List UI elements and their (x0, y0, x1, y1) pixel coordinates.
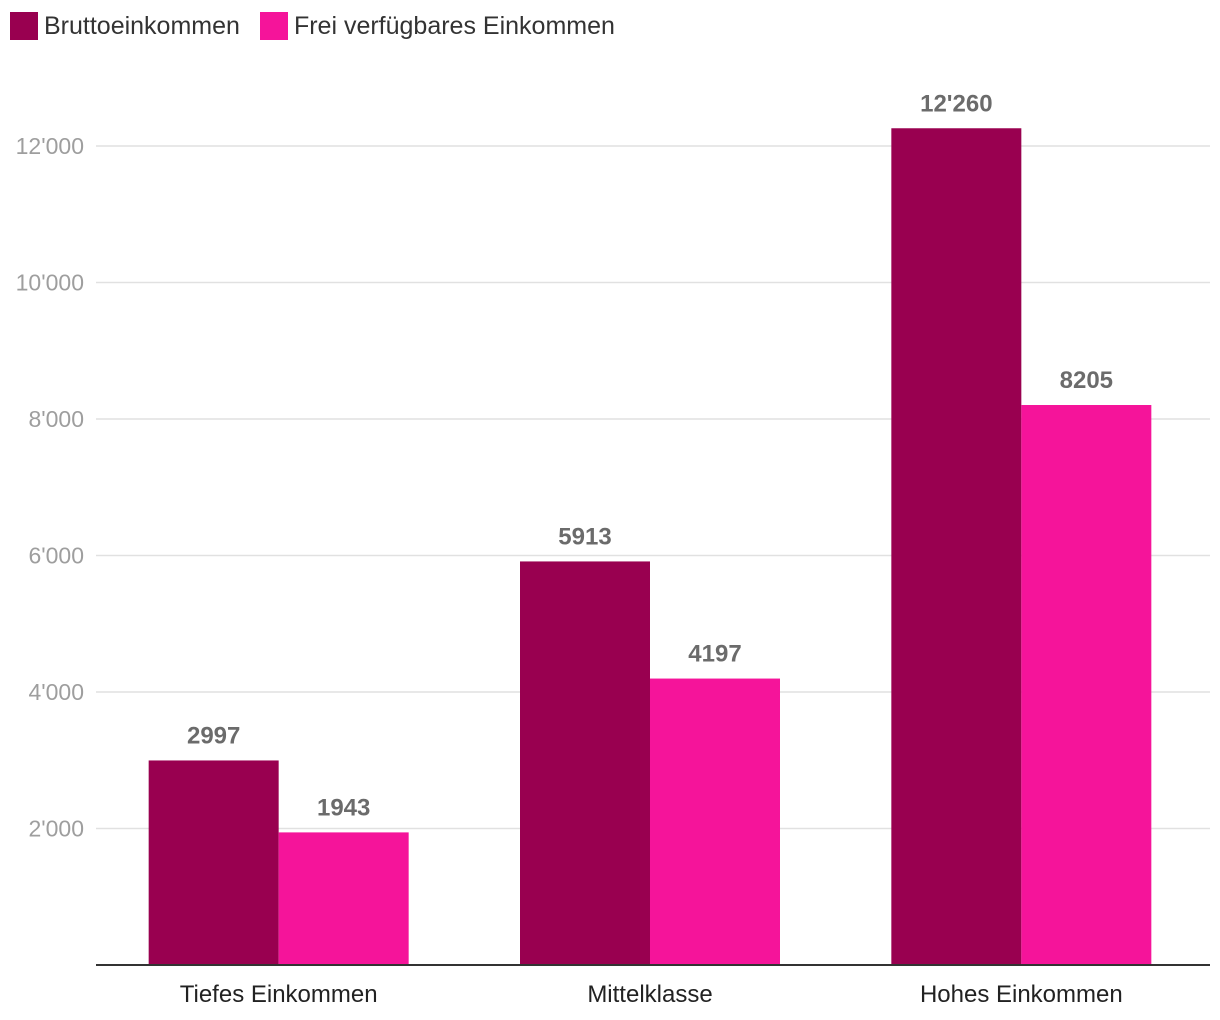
bar-frei-verf-gbares-einkommen-mittelklasse (650, 678, 780, 965)
data-label-frei-verf-gbares-einkommen-mittelklasse: 4197 (688, 641, 741, 668)
y-axis: 2'000 4'000 6'000 8'000 10'000 12'000 (16, 133, 84, 842)
x-tick-label-mittelklasse: Mittelklasse (587, 981, 712, 1008)
legend-item-frei: Frei verfügbares Einkommen (259, 11, 615, 41)
y-tick-label: 10'000 (16, 270, 84, 296)
bar-bruttoeinkommen-hohes-einkommen (891, 128, 1022, 965)
x-axis: Tiefes Einkommen Mittelklasse Hohes Einkom… (96, 964, 1210, 1008)
legend-label-brutto: Bruttoeinkommen (44, 11, 240, 40)
y-tick-label: 6'000 (28, 543, 84, 569)
legend-swatch-frei (259, 12, 288, 40)
data-label-bruttoeinkommen-tiefes-einkommen: 2997 (187, 722, 240, 749)
legend-swatch-brutto (10, 12, 38, 40)
data-labels: 2997 1943 5913 4197 12'260 8205 (187, 90, 1113, 821)
y-tick-label: 12'000 (16, 133, 84, 159)
legend-label-frei: Frei verfügbares Einkommen (293, 11, 615, 40)
bar-frei-verf-gbares-einkommen-hohes-einkommen (1021, 405, 1152, 965)
data-label-frei-verf-gbares-einkommen-hohes-einkommen: 8205 (1060, 367, 1113, 394)
data-label-frei-verf-gbares-einkommen-tiefes-einkommen: 1943 (317, 794, 370, 821)
x-tick-label-hohes-einkommen: Hohes Einkommen (920, 981, 1123, 1008)
bar-bruttoeinkommen-tiefes-einkommen (148, 760, 279, 965)
bars (148, 128, 1152, 965)
legend-item-brutto: Bruttoeinkommen (10, 12, 240, 41)
bar-bruttoeinkommen-mittelklasse (520, 561, 650, 965)
y-tick-label: 8'000 (28, 406, 84, 432)
x-tick-label-tiefes-einkommen: Tiefes Einkommen (180, 981, 378, 1008)
y-tick-label: 2'000 (28, 816, 84, 842)
data-label-bruttoeinkommen-hohes-einkommen: 12'260 (920, 90, 992, 117)
data-label-bruttoeinkommen-mittelklasse: 5913 (558, 523, 611, 550)
legend: Bruttoeinkommen Frei verfügbares Einkomm… (10, 10, 635, 42)
y-tick-label: 4'000 (28, 679, 84, 705)
bar-frei-verf-gbares-einkommen-tiefes-einkommen (278, 832, 409, 965)
